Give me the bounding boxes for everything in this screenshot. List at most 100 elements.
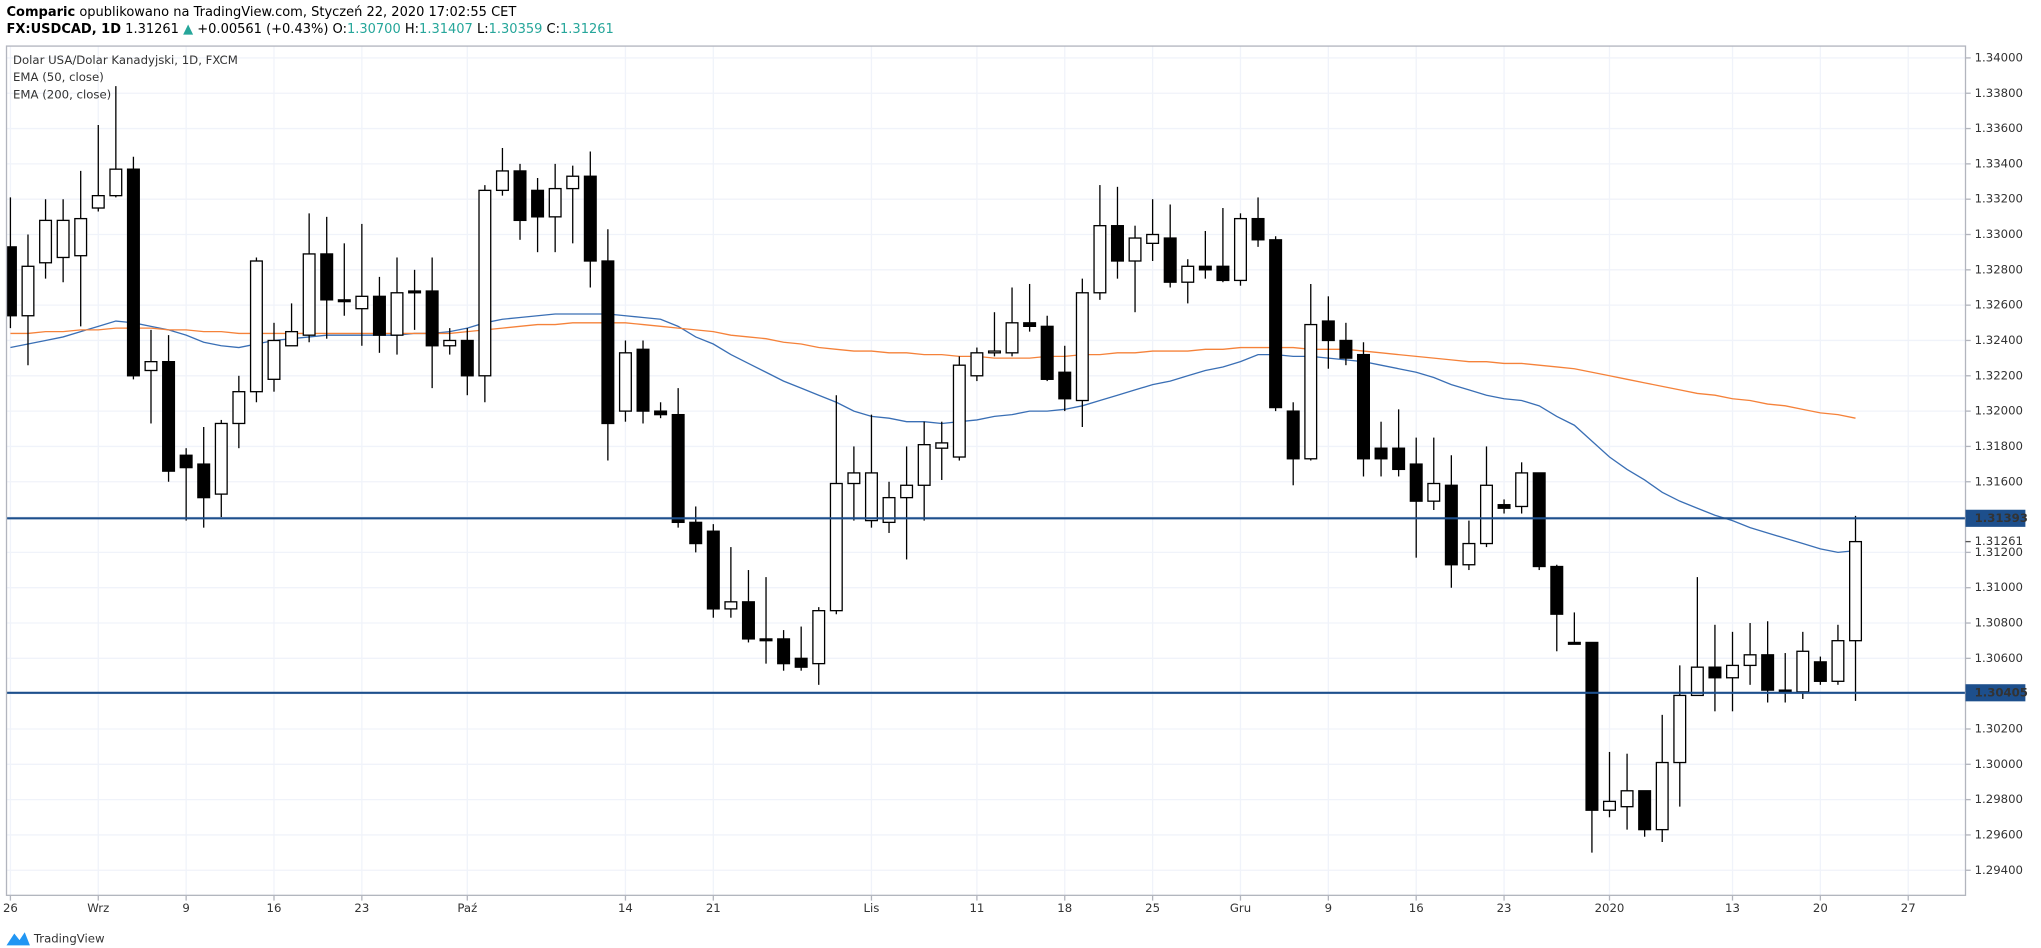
symbol-line: FX:USDCAD, 1D 1.31261 ▲ +0.00561 (+0.43%… (7, 21, 614, 36)
candle (443, 328, 457, 355)
candle-body (1216, 265, 1230, 282)
candle (987, 312, 1001, 357)
x-tick-label: Wrz (87, 901, 109, 915)
candle-body (671, 413, 685, 524)
candle-body (1567, 641, 1581, 645)
c-value: 1.31261 (560, 21, 614, 36)
candle (1567, 612, 1581, 645)
candle (724, 547, 738, 618)
candle (1216, 208, 1230, 283)
l-label: L: (477, 21, 489, 36)
x-tick-label: 11 (969, 901, 984, 915)
candle (495, 147, 509, 196)
y-tick-label: 1.33400 (1975, 156, 2023, 170)
candle-body (126, 168, 140, 377)
candle-body (987, 350, 1001, 354)
legend-entry: EMA (200, close) (13, 87, 111, 101)
candle-body (1374, 447, 1388, 460)
candle-body (372, 295, 386, 336)
candle (408, 269, 422, 330)
candle-body (6, 246, 17, 317)
l-value: 1.30359 (489, 21, 543, 36)
candle (618, 340, 632, 422)
candle (1550, 564, 1564, 652)
candle (1374, 421, 1388, 477)
candle (1427, 437, 1441, 511)
publisher: Comparic (7, 4, 76, 19)
candle (355, 223, 369, 346)
candle-body (1585, 641, 1599, 811)
x-tick-label: Gru (1230, 901, 1251, 915)
candle-body (1023, 322, 1037, 327)
candle-body (408, 290, 422, 294)
candle-body (952, 364, 966, 458)
candle (952, 356, 966, 461)
candle-body (197, 463, 211, 499)
candle-body (1813, 661, 1827, 682)
x-tick-label: 9 (1325, 901, 1332, 915)
candle (109, 86, 123, 198)
candle (829, 395, 843, 615)
candle (425, 257, 439, 389)
candle-body (1005, 322, 1019, 354)
candle (812, 607, 826, 685)
candle (1339, 322, 1353, 366)
candle-body (1796, 650, 1810, 693)
y-tick-label: 1.32800 (1975, 262, 2023, 276)
candle-body (214, 422, 228, 495)
candle (970, 347, 984, 382)
ema-line (10, 313, 1856, 554)
candle-body (1725, 664, 1740, 679)
candle (302, 213, 316, 343)
candle (91, 125, 105, 212)
candle (1725, 631, 1740, 712)
candle (56, 199, 70, 283)
candle (531, 178, 545, 253)
candle-body (829, 482, 843, 612)
candle-body (1321, 320, 1335, 342)
candle (706, 524, 720, 618)
x-tick-label: 23 (1497, 901, 1512, 915)
candle-body (1708, 666, 1722, 679)
candle (583, 151, 597, 288)
candle (1515, 462, 1529, 514)
x-tick-label: 13 (1725, 901, 1740, 915)
last: 1.31261 (125, 21, 179, 36)
candle-body (548, 187, 562, 218)
candle (1286, 402, 1300, 486)
candle-body (478, 189, 492, 377)
x-tick-label: 2020 (1595, 901, 1625, 915)
candle-body (1110, 225, 1124, 262)
candle (478, 185, 492, 403)
candle (1761, 621, 1775, 703)
candle-body (618, 352, 632, 412)
candle (1655, 714, 1669, 843)
candle-body (144, 361, 158, 372)
candle (1497, 499, 1511, 514)
candle-body (39, 219, 53, 264)
candle (337, 243, 351, 316)
candle-body (109, 168, 123, 197)
candle-body (1427, 482, 1441, 502)
candle (601, 229, 615, 461)
candle-body (689, 521, 703, 545)
candle (566, 165, 580, 244)
candle (1181, 259, 1195, 304)
candle-body (601, 260, 615, 425)
candle (390, 257, 404, 355)
candle-body (390, 292, 404, 336)
candle-body (706, 530, 720, 610)
candle (1690, 577, 1704, 697)
candle (759, 577, 773, 664)
candle (372, 276, 386, 353)
candle (1708, 624, 1722, 712)
candle-body (91, 195, 105, 209)
candle (1479, 446, 1494, 548)
x-tick-label: 18 (1057, 901, 1072, 915)
plot-border (5, 45, 1967, 896)
x-tick-label: 9 (182, 901, 189, 915)
candle (1163, 204, 1177, 288)
candle-body (1831, 640, 1845, 682)
candle (1813, 656, 1827, 685)
